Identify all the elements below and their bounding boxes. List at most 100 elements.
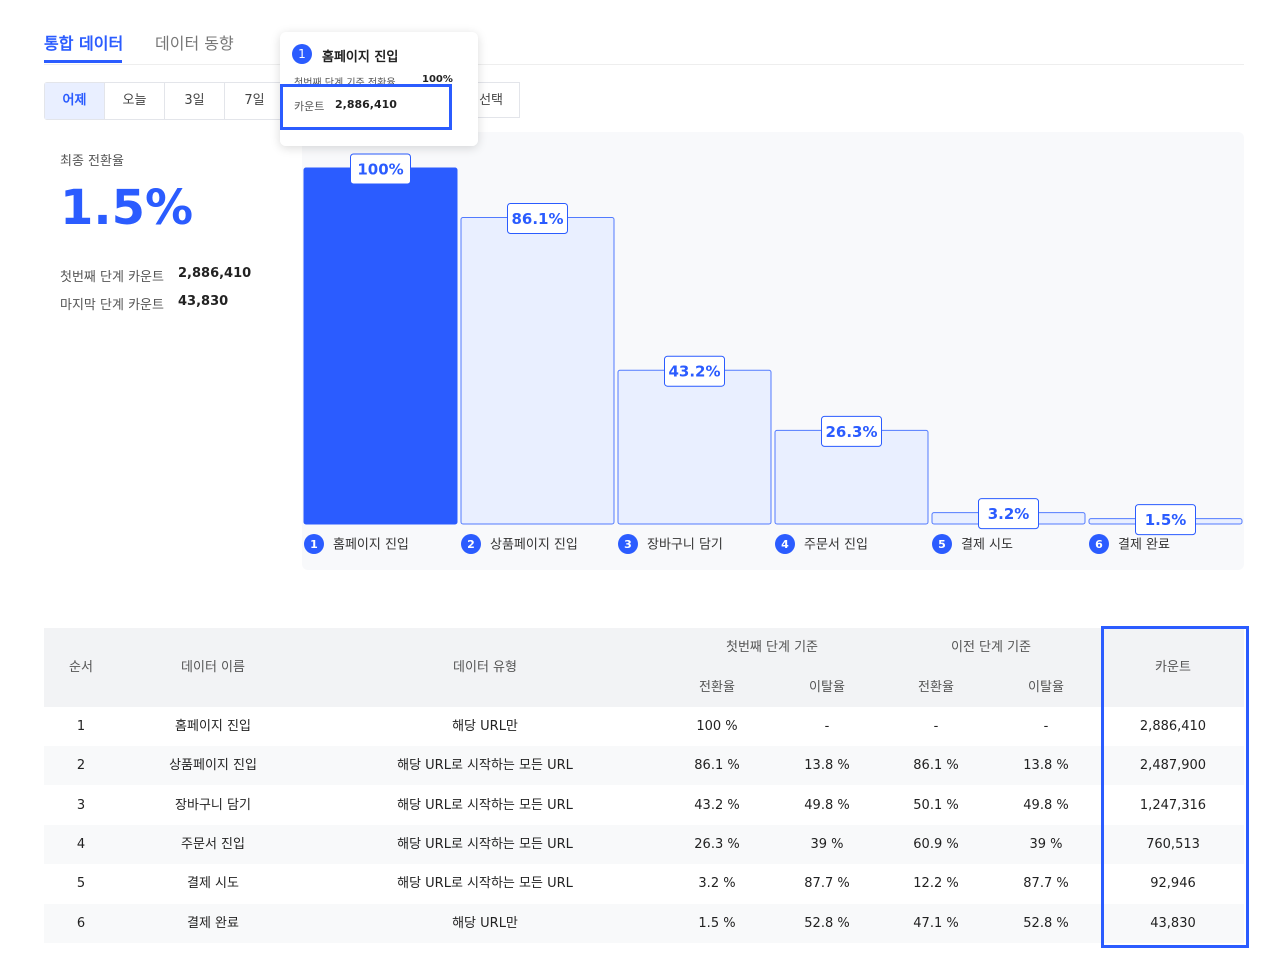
table-cell: -	[1043, 719, 1049, 734]
value-label-box	[664, 355, 725, 387]
bar	[460, 216, 615, 525]
value-label: 86.1%	[511, 210, 563, 228]
value-label-box	[350, 153, 411, 185]
summary-value: 1.5%	[60, 180, 194, 236]
table-cell: 홈페이지 진입	[175, 719, 251, 734]
tooltip-value: 2,886,410	[335, 98, 397, 111]
step-badge: 1	[292, 44, 312, 64]
table-cell: 5	[76, 876, 86, 892]
column-header: 전환율	[699, 680, 735, 695]
table-cell: 100 %	[696, 719, 738, 734]
row-bg	[44, 824, 1244, 864]
tab[interactable]: 데이터 동향	[155, 34, 234, 53]
table-cell: 760,513	[1146, 836, 1200, 852]
value-label-box	[821, 415, 882, 447]
table-cell: 1,247,316	[1139, 797, 1207, 813]
table-cell: 2,487,900	[1139, 758, 1207, 774]
table-cell: 47.1 %	[913, 915, 959, 931]
summary-value: 2,886,410	[178, 266, 252, 281]
range-button[interactable]: 3일	[164, 83, 224, 119]
table-cell: 4	[76, 836, 86, 852]
table-cell: 52.8 %	[1023, 915, 1069, 931]
highlight-box	[280, 84, 452, 130]
tooltip-label: 카운트	[294, 100, 325, 113]
table: 순서 데이터 이름 데이터 유형 첫번째 단계 기준 전환율 이탈율 이전 단계 기준 전환율…	[44, 628, 1244, 943]
tooltip-label: 첫번째 단계 기준 전환율	[294, 74, 396, 89]
step-number: 3	[624, 538, 632, 551]
table-cell: 43,830	[1150, 915, 1196, 931]
summary-label: 마지막 단계 카운트	[60, 298, 164, 313]
step-badge	[932, 534, 952, 554]
group-header: 첫번째 단계 기준	[726, 640, 818, 655]
table-cell: 12.2 %	[913, 876, 959, 892]
table-cell: 장바구니 담기	[175, 797, 251, 813]
table-cell: 49.8 %	[804, 797, 850, 813]
table-cell: 주문서 진입	[181, 836, 245, 852]
table-cell: 92,946	[1150, 876, 1196, 892]
step-badge	[775, 534, 795, 554]
table-cell: 해당 URL로 시작하는 모든 URL	[397, 758, 573, 774]
category-label: 주문서 진입	[804, 538, 868, 553]
table-cell: 해당 URL로 시작하는 모든 URL	[397, 876, 573, 892]
step-number: 5	[938, 538, 946, 551]
column-header: 카운트	[1155, 660, 1191, 675]
tooltip-value: 100%	[422, 74, 453, 85]
value-label: 1.5%	[1145, 511, 1187, 529]
highlight-box	[1101, 626, 1249, 948]
table-cell: 86.1 %	[694, 758, 740, 774]
category-label: 홈페이지 진입	[333, 538, 409, 553]
table-header-bg	[44, 628, 1244, 707]
table-cell: 해당 URL로 시작하는 모든 URL	[397, 836, 573, 852]
value-label: 26.3%	[825, 423, 877, 441]
range-select[interactable]: 선택	[440, 82, 520, 118]
group-header: 이전 단계 기준	[950, 640, 1032, 655]
value-label-box	[507, 202, 568, 234]
row-bg	[44, 903, 1244, 943]
step-badge	[304, 534, 324, 554]
column-header: 전환율	[918, 680, 954, 695]
bar	[617, 369, 772, 525]
table-cell: 2	[76, 758, 86, 774]
category-label: 상품페이지 진입	[490, 538, 578, 553]
table-cell: 2,886,410	[1139, 719, 1207, 734]
table-cell: 해당 URL만	[452, 719, 518, 734]
value-label-box	[1135, 504, 1196, 536]
summary-label: 첫번째 단계 카운트	[60, 270, 164, 285]
range-group: 어제 오늘 3일 7일	[44, 82, 285, 120]
column-header: 데이터 이름	[181, 660, 245, 675]
table-cell: 13.8 %	[1023, 758, 1069, 774]
value-label: 3.2%	[988, 505, 1030, 523]
step-number: 4	[781, 538, 789, 551]
table-cell: -	[933, 719, 939, 734]
table-cell: 13.8 %	[804, 758, 850, 774]
range-button[interactable]: 오늘	[104, 83, 164, 119]
step-badge	[461, 534, 481, 554]
range-button[interactable]: 7일	[224, 83, 284, 119]
table-cell: 3.2 %	[698, 876, 736, 892]
step-badge	[1089, 534, 1109, 554]
tab[interactable]: 통합 데이터	[44, 34, 124, 53]
step-number: 6	[1095, 538, 1103, 551]
table-cell: 상품페이지 진입	[169, 758, 257, 774]
table-cell: 52.8 %	[804, 915, 850, 931]
category-label: 결제 완료	[1118, 538, 1170, 553]
table-cell: 87.7 %	[1023, 876, 1069, 892]
table-cell: 6	[76, 915, 86, 931]
value-label-box	[978, 498, 1039, 530]
table-cell: 3	[76, 797, 86, 813]
tooltip-title: 홈페이지 진입	[322, 50, 399, 65]
table-cell: 49.8 %	[1023, 797, 1069, 813]
table-cell: 해당 URL로 시작하는 모든 URL	[397, 797, 573, 813]
summary-label: 최종 전환율	[60, 154, 124, 169]
range-button[interactable]: 어제	[45, 83, 104, 119]
category-label: 결제 시도	[961, 538, 1013, 553]
table-cell: 50.1 %	[913, 797, 959, 813]
summary-value: 43,830	[178, 294, 229, 309]
column-header: 이탈율	[1028, 680, 1064, 695]
column-header: 순서	[69, 660, 93, 675]
table-cell: 87.7 %	[804, 876, 850, 892]
value-label: 100%	[357, 161, 403, 179]
table-cell: 39 %	[1029, 836, 1063, 852]
